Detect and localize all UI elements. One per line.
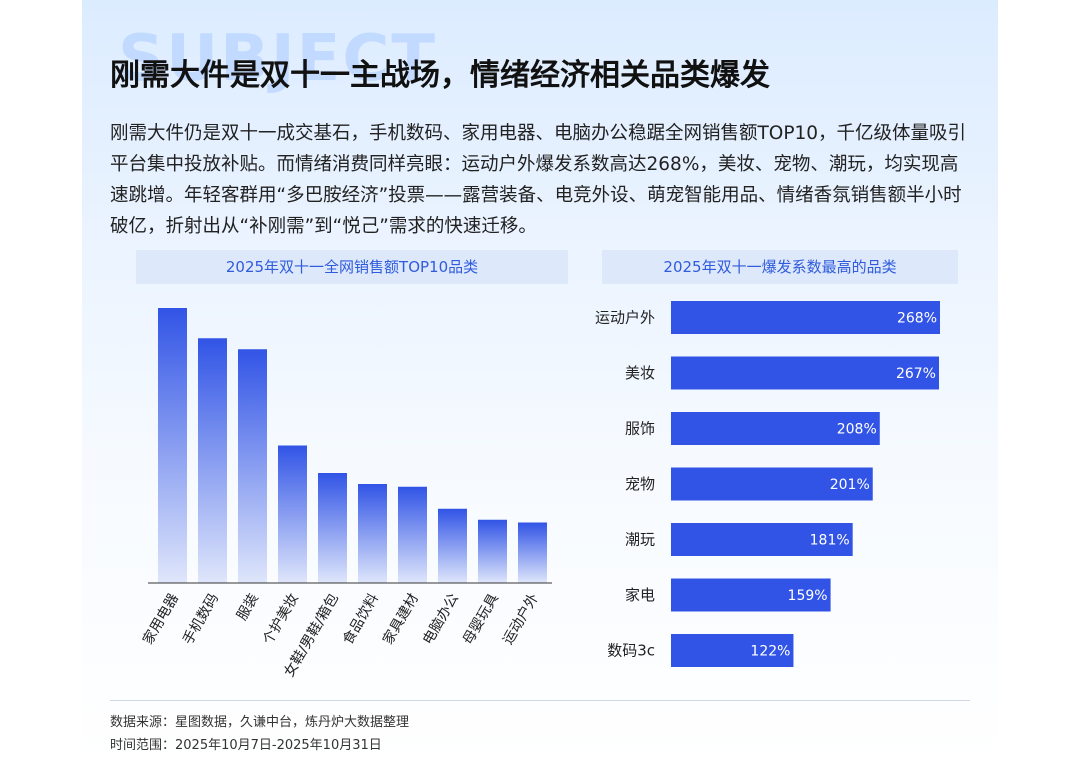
hbar-value-label: 181% — [810, 533, 850, 549]
bar-7 — [398, 486, 427, 583]
hbar-1 — [671, 301, 940, 334]
hbar-value-label: 267% — [896, 366, 936, 382]
hbar-category-label: 数码3c — [607, 642, 655, 660]
page-title: 刚需大件是双十一主战场，情绪经济相关品类爆发 — [110, 58, 770, 93]
hbar-4 — [671, 467, 873, 501]
x-tick-label: 家具建材 — [379, 591, 422, 648]
hbar-value-label: 208% — [837, 422, 877, 438]
hbar-category-label: 家电 — [625, 586, 655, 604]
x-tick-label: 母婴玩具 — [460, 591, 502, 647]
x-tick-label: 服装 — [234, 591, 262, 623]
hbar-2 — [671, 356, 939, 390]
hbar-value-label: 201% — [830, 477, 870, 493]
hbar-category-label: 宠物 — [625, 475, 655, 493]
bar-2 — [198, 338, 227, 583]
left-chart-title: 2025年双十一全网销售额TOP10品类 — [136, 250, 568, 284]
time-range: 时间范围：2025年10月7日-2025年10月31日 — [110, 738, 382, 753]
watermark-text: SUBJECT — [118, 22, 437, 96]
data-source: 数据来源：星图数据，久谦中台，炼丹炉大数据整理 — [110, 715, 410, 730]
hbar-category-label: 运动户外 — [595, 309, 655, 327]
x-tick-label: 手机数码 — [180, 591, 222, 647]
hbar-6 — [671, 578, 831, 612]
hbar-7 — [671, 634, 794, 667]
footer-divider — [110, 700, 970, 701]
right-chart-title: 2025年双十一爆发系数最高的品类 — [602, 250, 958, 284]
hbar-5 — [671, 523, 853, 556]
bar-5 — [318, 473, 347, 583]
bar-4 — [278, 445, 307, 583]
hbar-category-label: 潮玩 — [625, 531, 655, 549]
hbar-3 — [671, 412, 880, 445]
bar-9 — [478, 519, 507, 583]
bar-3 — [238, 349, 267, 583]
x-tick-label: 个护美妆 — [260, 591, 302, 647]
x-tick-label: 电脑办公 — [420, 591, 462, 647]
hbar-category-label: 美妆 — [625, 364, 655, 382]
hbar-value-label: 159% — [788, 588, 828, 604]
bar-1 — [158, 308, 187, 583]
hbar-category-label: 服饰 — [625, 420, 655, 438]
x-tick-label: 运动户外 — [499, 591, 542, 648]
bar-6 — [358, 484, 387, 583]
bar-8 — [438, 508, 467, 583]
hbar-value-label: 268% — [897, 311, 937, 327]
summary-paragraph: 刚需大件仍是双十一成交基石，手机数码、家用电器、电脑办公稳踞全网销售额TOP10… — [110, 123, 967, 237]
report-card: SUBJECT 刚需大件是双十一主战场，情绪经济相关品类爆发 刚需大件仍是双十一… — [82, 0, 998, 763]
x-tick-label: 家用电器 — [139, 591, 182, 648]
hbar-value-label: 122% — [750, 644, 790, 660]
bar-10 — [518, 522, 547, 583]
x-tick-label: 食品饮料 — [339, 591, 382, 648]
